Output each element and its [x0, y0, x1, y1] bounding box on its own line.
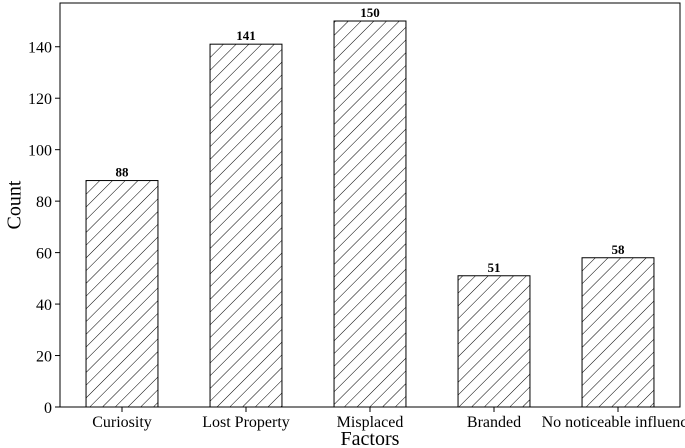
- x-tick-label: Lost Property: [202, 414, 290, 431]
- x-tick-label: Misplaced: [337, 414, 404, 431]
- plot-frame: [59, 2, 681, 408]
- y-tick-label: 140: [28, 40, 52, 57]
- x-axis: Curiosity Lost Property Misplaced Branded No…: [92, 407, 685, 431]
- data-label: 51: [488, 260, 501, 275]
- y-axis: 0 20 40 60 80 100 120 140: [28, 40, 60, 417]
- data-label: 141: [236, 28, 256, 43]
- y-tick-label: 60: [36, 246, 52, 263]
- value-labels-layer: 88 141 150 51 58: [116, 5, 626, 275]
- y-axis-title: Count: [4, 180, 26, 229]
- x-tick-label: No noticeable influence: [542, 414, 685, 431]
- y-tick-label: 80: [36, 194, 52, 211]
- bar-curiosity: [85, 180, 159, 408]
- bar-lost-property: [209, 43, 283, 408]
- y-tick-label: 40: [36, 297, 52, 314]
- data-label: 58: [612, 242, 626, 257]
- x-tick-label: Curiosity: [92, 414, 152, 431]
- bar-no-noticeable-influence: [581, 257, 655, 408]
- bars-layer: [85, 20, 655, 408]
- y-tick-label: 20: [36, 349, 52, 366]
- bar-branded: [457, 275, 531, 408]
- y-tick-label: 100: [28, 143, 52, 160]
- x-tick-label: Branded: [467, 414, 521, 431]
- bar-misplaced: [333, 20, 407, 408]
- x-axis-title: Factors: [341, 428, 400, 448]
- y-tick-label: 0: [44, 400, 52, 417]
- data-label: 88: [116, 165, 130, 180]
- data-label: 150: [360, 5, 380, 20]
- y-tick-label: 120: [28, 91, 52, 108]
